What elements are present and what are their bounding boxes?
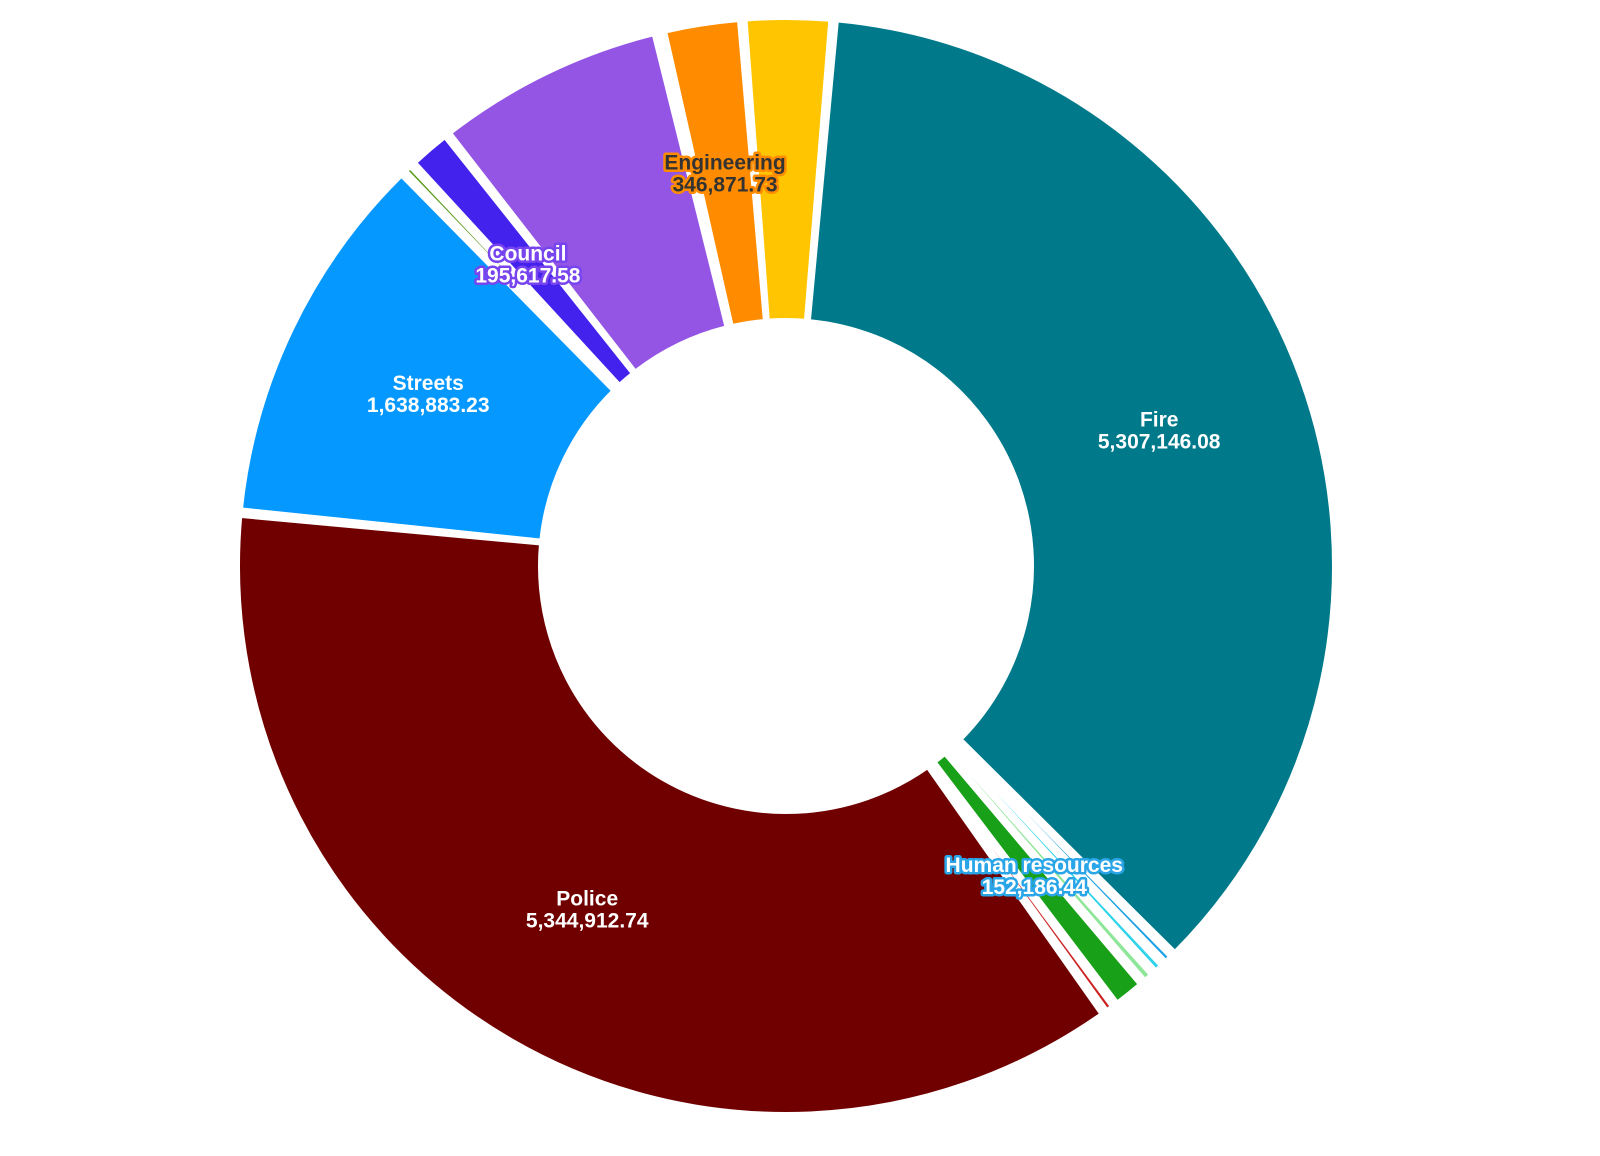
slice-value-fire: 5,307,146.08	[1098, 431, 1221, 454]
slice-label-council: Council	[489, 242, 566, 265]
slice-5[interactable]	[928, 761, 1114, 1013]
slices-layer	[236, 16, 1336, 1116]
slice-value-police: 5,344,912.74	[526, 910, 649, 933]
slice-13[interactable]	[743, 16, 833, 323]
slice-label-police: Police	[556, 888, 618, 911]
slice-10[interactable]	[448, 32, 729, 374]
slice-1[interactable]	[954, 739, 1173, 964]
slice-label-human-resources: Human resources	[946, 854, 1123, 877]
slice-value-engineering: 346,871.73	[672, 174, 777, 197]
slice-value-council: 195,617.58	[475, 264, 580, 287]
slice-label-engineering: Engineering	[664, 152, 785, 175]
slice-police[interactable]	[236, 513, 1104, 1116]
slice-human-resources[interactable]	[932, 751, 1142, 1005]
slice-label-streets: Streets	[393, 372, 464, 395]
slice-2[interactable]	[949, 743, 1163, 973]
slice-fire[interactable]	[806, 18, 1336, 955]
slice-label-fire: Fire	[1140, 409, 1179, 432]
slice-value-streets: 1,638,883.23	[367, 394, 490, 417]
slice-8[interactable]	[404, 165, 620, 391]
slice-11[interactable]	[656, 30, 732, 329]
slice-streets[interactable]	[238, 173, 616, 543]
slice-value-human-resources: 152,186.44	[982, 876, 1087, 899]
slice-engineering[interactable]	[663, 18, 767, 329]
slice-3[interactable]	[945, 747, 1153, 983]
slice-council[interactable]	[413, 135, 635, 387]
